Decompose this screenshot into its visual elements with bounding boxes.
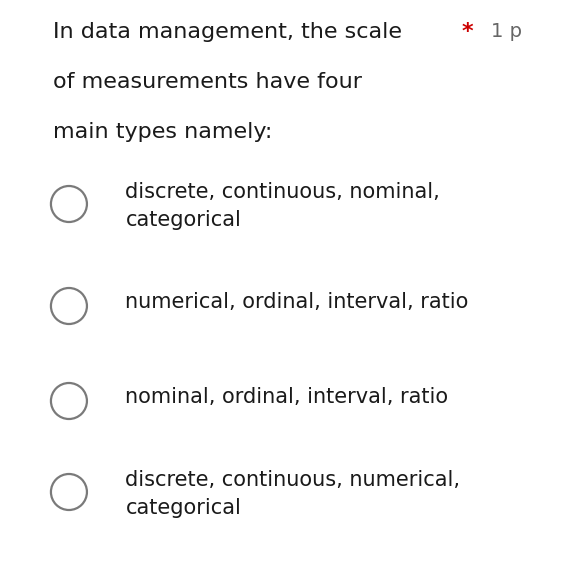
Text: discrete, continuous, nominal,: discrete, continuous, nominal, <box>125 182 440 202</box>
Text: categorical: categorical <box>125 498 241 518</box>
Text: categorical: categorical <box>125 210 241 230</box>
Ellipse shape <box>51 288 87 324</box>
Ellipse shape <box>51 186 87 222</box>
Ellipse shape <box>51 383 87 419</box>
Text: In data management, the scale: In data management, the scale <box>53 22 409 42</box>
Text: 1 p: 1 p <box>491 22 522 41</box>
Text: main types namely:: main types namely: <box>53 122 272 142</box>
Text: nominal, ordinal, interval, ratio: nominal, ordinal, interval, ratio <box>125 387 448 407</box>
Text: of measurements have four: of measurements have four <box>53 72 362 92</box>
Text: numerical, ordinal, interval, ratio: numerical, ordinal, interval, ratio <box>125 292 469 312</box>
Ellipse shape <box>51 474 87 510</box>
Text: *: * <box>461 22 473 42</box>
Text: discrete, continuous, numerical,: discrete, continuous, numerical, <box>125 470 460 490</box>
